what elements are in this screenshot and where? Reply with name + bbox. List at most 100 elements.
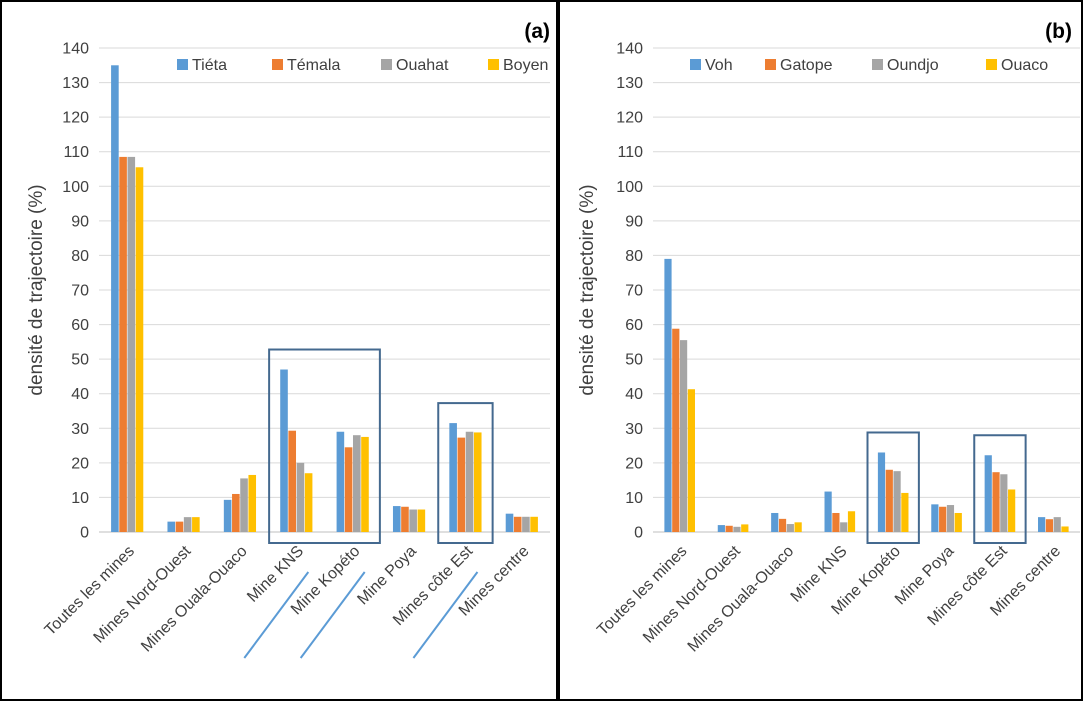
chart-b-legend-swatch — [986, 59, 997, 70]
chart-a-legend-swatch — [272, 59, 283, 70]
chart-b-y-axis-title: densité de trajectoire (%) — [577, 184, 598, 395]
chart-a-y-tick-label: 50 — [71, 352, 89, 369]
chart-a-y-tick-label: 20 — [71, 455, 89, 472]
chart-b-bar — [679, 340, 688, 532]
chart-b-bar — [901, 492, 909, 532]
chart-b-bar — [984, 455, 992, 532]
chart-a-legend-label: Ouahat — [396, 57, 449, 74]
chart-b-y-tick-label: 120 — [616, 110, 643, 127]
chart-panel-a: 0 10 20 30 40 50 60 70 80 90 100 110 120 130 140 densit… — [0, 0, 558, 701]
chart-b-y-tick-label: 100 — [616, 179, 643, 196]
chart-a-highlight-box — [268, 348, 381, 544]
chart-a-bar — [304, 473, 313, 532]
chart-a-x-tick-label: Mines Nord-Ouest — [91, 542, 195, 646]
chart-a-y-tick-label: 140 — [62, 41, 89, 58]
chart-a-bar — [473, 432, 482, 532]
chart-a-bar — [167, 521, 176, 532]
chart-a-y-tick-label: 130 — [62, 75, 89, 92]
chart-b-legend-swatch — [872, 59, 883, 70]
chart-b-bar — [1053, 517, 1061, 532]
chart-b-bar — [946, 505, 955, 532]
chart-b-y-tick-label: 60 — [625, 317, 643, 334]
chart-b-bar — [954, 512, 962, 532]
chart-a-x-tick-label: Mines Ouala-Ouaco — [138, 543, 251, 656]
chart-a-y-tick-label: 120 — [62, 110, 89, 127]
chart-b-y-tick-label: 0 — [634, 525, 643, 542]
chart-b-highlight-box — [866, 431, 920, 544]
chart-a-y-tick-label: 90 — [71, 213, 89, 230]
chart-a-bar — [457, 437, 466, 532]
chart-b-bar — [741, 524, 749, 532]
chart-a-bar — [352, 435, 361, 532]
chart-b-highlight-box — [973, 434, 1027, 545]
chart-a-y-tick-label: 80 — [71, 248, 89, 265]
chart-b-legend-swatch — [765, 59, 776, 70]
chart-b-panel-label: (b) — [1045, 20, 1072, 43]
chart-b-bar — [771, 512, 779, 532]
chart-a-bar — [232, 493, 240, 532]
chart-a-y-tick-label: 110 — [63, 144, 89, 161]
chart-a-bar — [223, 499, 232, 532]
chart-a-bar — [361, 436, 369, 532]
chart-a-bar — [192, 517, 200, 532]
chart-a-svg: 0 10 20 30 40 50 60 70 80 90 100 110 120 130 140 densit… — [26, 20, 550, 659]
chart-b-x-tick-label: Mines Nord-Ouest — [640, 542, 744, 646]
chart-b-x-tick-label: Mines Ouala-Ouaco — [685, 543, 798, 656]
chart-b-y-tick-label: 10 — [625, 490, 643, 507]
chart-a-bar — [417, 509, 426, 532]
chart-b-bar — [847, 511, 856, 532]
chart-b-x-tick-label: Toutes les mines — [594, 543, 690, 639]
chart-b-y-tick-label: 80 — [625, 248, 643, 265]
chart-a-bar — [175, 521, 184, 532]
chart-a-label-underline — [243, 571, 310, 659]
chart-a-panel-label: (a) — [524, 20, 550, 43]
chart-a-bar — [449, 423, 457, 532]
chart-b-legend-label: Gatope — [780, 57, 833, 74]
chart-b-y-tick-label: 110 — [617, 144, 643, 161]
chart-b-legend-swatch — [690, 59, 701, 70]
chart-a-y-tick-label: 0 — [80, 525, 89, 542]
chart-a-y-tick-label: 70 — [71, 283, 89, 300]
chart-b-bar — [1045, 519, 1054, 532]
chart-a-bar — [127, 156, 136, 532]
chart-b-svg: 0 10 20 30 40 50 60 70 80 90 100 110 120 130 140 densit… — [577, 20, 1080, 656]
chart-b-bar — [1000, 474, 1008, 532]
chart-b-y-tick-label: 20 — [625, 455, 643, 472]
chart-b-bar — [778, 518, 787, 532]
chart-b-bar — [1008, 489, 1016, 532]
chart-b-bar — [824, 491, 832, 532]
chart-a-bar — [530, 516, 538, 532]
chart-b-bar — [687, 389, 695, 532]
chart-b-bar — [931, 504, 939, 532]
chart-a-label-underline — [299, 571, 366, 659]
chart-b-bar — [885, 469, 893, 532]
chart-a-bar — [280, 369, 288, 532]
chart-a-legend-label: Tiéta — [192, 57, 227, 74]
chart-a-y-tick-label: 30 — [71, 421, 89, 438]
chart-a-legend-swatch — [488, 59, 499, 70]
chart-a-y-tick-label: 60 — [71, 317, 89, 334]
chart-b-bar — [877, 452, 886, 532]
chart-a-bar — [296, 462, 305, 532]
chart-b-bar — [1038, 517, 1046, 532]
chart-a-legend-swatch — [177, 59, 188, 70]
chart-b-legend-label: Oundjo — [887, 57, 939, 74]
chart-b-y-tick-label: 90 — [625, 213, 643, 230]
chart-a-bar — [135, 167, 144, 532]
chart-a-highlight-box — [437, 402, 494, 544]
chart-a-bar — [522, 516, 530, 532]
chart-a-bar — [392, 506, 401, 532]
chart-b-bar — [832, 512, 840, 532]
chart-a-bar — [240, 478, 248, 532]
chart-a-bar — [336, 431, 345, 532]
chart-a-bar — [248, 474, 257, 532]
chart-b-y-tick-label: 40 — [625, 386, 643, 403]
chart-b-bar — [939, 506, 947, 532]
chart-a-bar — [409, 509, 417, 532]
chart-a-y-tick-label: 10 — [71, 490, 89, 507]
chart-b-bar — [840, 522, 848, 532]
chart-b-bar — [664, 258, 672, 532]
chart-a-bar — [401, 506, 409, 532]
chart-b-bar — [794, 522, 802, 532]
chart-a-bar — [513, 516, 522, 532]
